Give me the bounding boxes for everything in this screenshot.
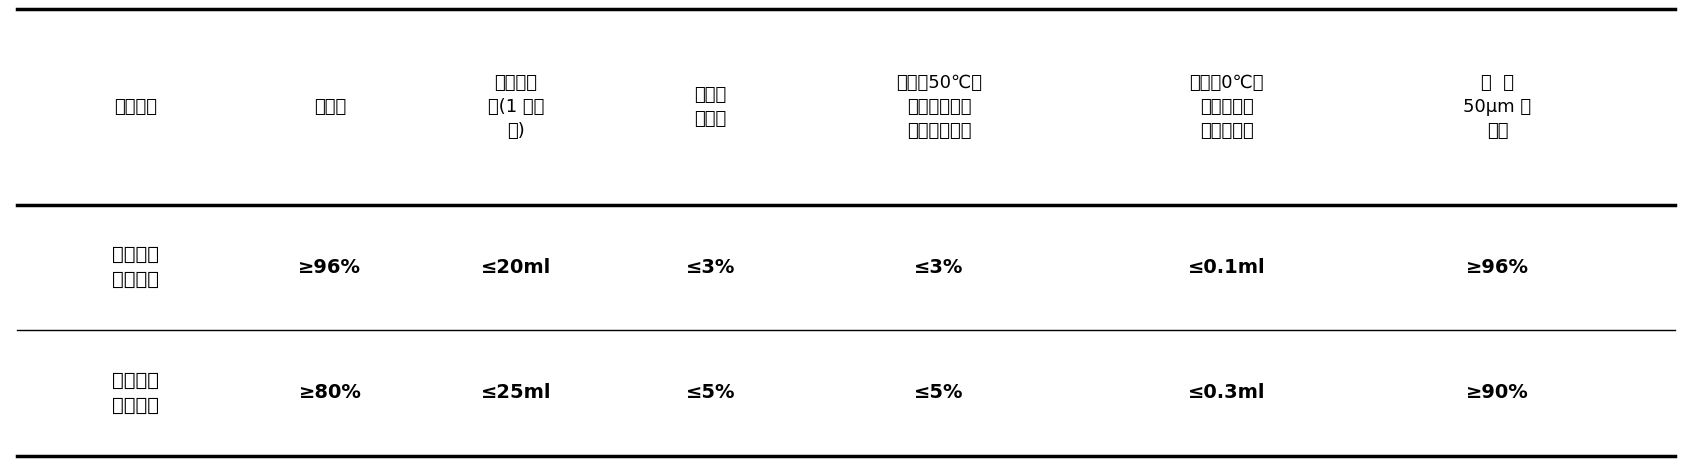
- Text: 悬浮率: 悬浮率: [313, 98, 347, 116]
- Text: ≥96%: ≥96%: [298, 258, 362, 277]
- Text: ≤25ml: ≤25ml: [481, 384, 552, 402]
- Text: ≥80%: ≥80%: [298, 384, 362, 402]
- Text: ≤0.3ml: ≤0.3ml: [1188, 384, 1266, 402]
- Text: 低温（0℃）
稳定性（离
析物体积）: 低温（0℃） 稳定性（离 析物体积）: [1189, 74, 1264, 140]
- Text: ≥96%: ≥96%: [1465, 258, 1530, 277]
- Text: ≤5%: ≤5%: [914, 384, 964, 402]
- Text: 倾倒后
残余物: 倾倒后 残余物: [694, 86, 728, 128]
- Text: 技术指标: 技术指标: [113, 98, 157, 116]
- Text: ≤20ml: ≤20ml: [481, 258, 552, 277]
- Text: ≤0.1ml: ≤0.1ml: [1188, 258, 1266, 277]
- Text: 农药产品
规格要求: 农药产品 规格要求: [112, 371, 159, 415]
- Text: 本发明所
有实施例: 本发明所 有实施例: [112, 246, 159, 289]
- Text: ≤3%: ≤3%: [914, 258, 964, 277]
- Text: 热贮（50℃）
稳定性（有效
成分分解率）: 热贮（50℃） 稳定性（有效 成分分解率）: [897, 74, 981, 140]
- Text: ≤3%: ≤3%: [685, 258, 736, 277]
- Text: 通  过
50μm 试
验筛: 通 过 50μm 试 验筛: [1464, 74, 1531, 140]
- Text: 持久起泡
性(1 分钟
后): 持久起泡 性(1 分钟 后): [487, 74, 545, 140]
- Text: ≤5%: ≤5%: [685, 384, 736, 402]
- Text: ≥90%: ≥90%: [1465, 384, 1530, 402]
